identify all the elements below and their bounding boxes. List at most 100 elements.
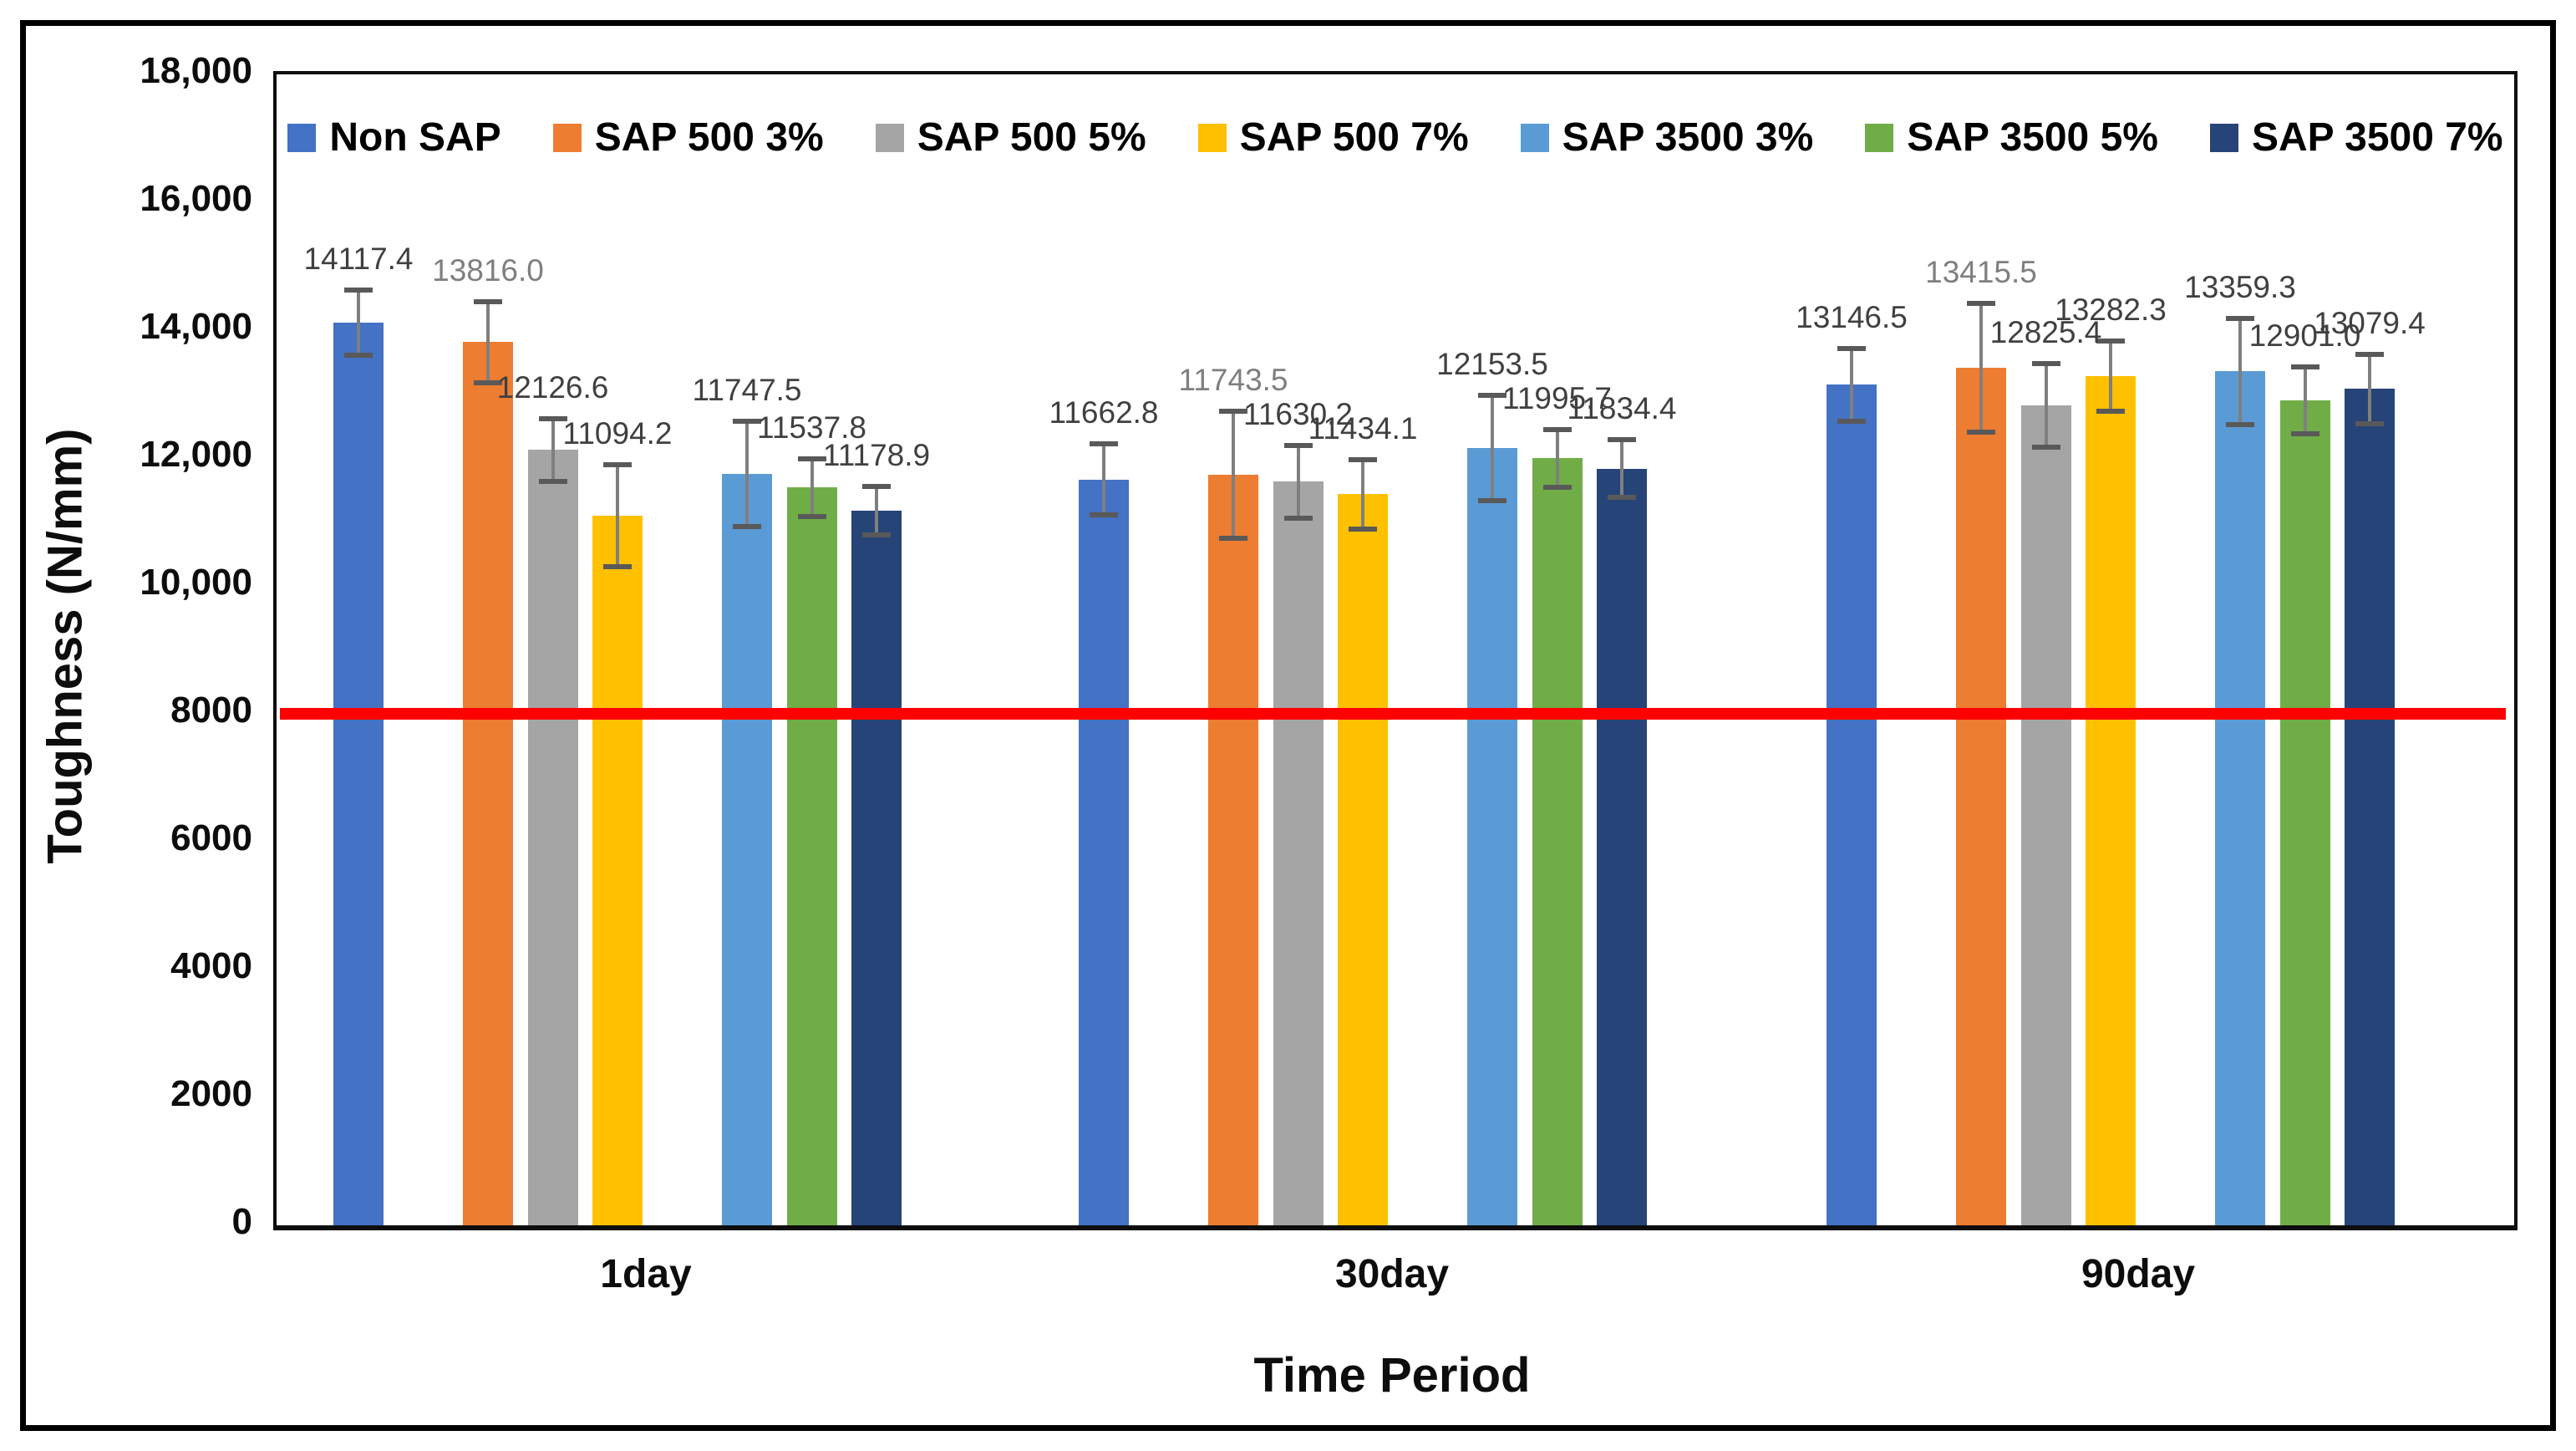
- bar: [1827, 384, 1877, 1225]
- data-label: 13415.5: [1925, 254, 2037, 289]
- data-label: 13079.4: [2314, 306, 2426, 341]
- bar: [1467, 448, 1517, 1225]
- error-bar-cap: [1967, 429, 1995, 435]
- error-bar-cap: [1219, 408, 1247, 414]
- bar: [1597, 468, 1647, 1225]
- bar: [2345, 389, 2395, 1225]
- legend-item: SAP 3500 3%: [1520, 115, 1814, 160]
- legend-label: SAP 3500 7%: [2251, 115, 2503, 160]
- error-bar: [551, 418, 555, 482]
- error-bar: [2109, 341, 2112, 411]
- y-tick-label: 6000: [170, 817, 252, 858]
- error-bar: [616, 465, 619, 568]
- y-tick-label: 12,000: [140, 434, 252, 475]
- data-label: 11537.8: [757, 410, 866, 445]
- data-label: 14117.4: [303, 241, 414, 276]
- legend-swatch-icon: [875, 123, 904, 152]
- data-label: 13816.0: [432, 252, 544, 288]
- x-category-label: 90day: [2081, 1252, 2196, 1296]
- data-label: 11434.1: [1308, 410, 1418, 445]
- data-label: 12153.5: [1436, 347, 1548, 382]
- error-bar-cap: [344, 353, 373, 359]
- data-label: 11662.8: [1049, 395, 1159, 430]
- data-label: 13282.3: [2055, 293, 2167, 328]
- error-bar-cap: [1542, 485, 1572, 491]
- error-bar-cap: [1837, 346, 1866, 352]
- error-bar-cap: [797, 456, 826, 461]
- bar: [1532, 458, 1583, 1225]
- legend-label: Non SAP: [329, 115, 501, 160]
- error-bar: [1555, 429, 1559, 488]
- error-bar: [357, 289, 360, 356]
- error-bar-cap: [344, 287, 373, 293]
- error-bar-cap: [474, 298, 502, 304]
- error-bar: [2238, 318, 2242, 425]
- legend-item: SAP 500 3%: [552, 115, 824, 160]
- data-label: 13359.3: [2184, 269, 2296, 304]
- legend-label: SAP 500 7%: [1239, 115, 1469, 160]
- error-bar-cap: [862, 483, 891, 489]
- error-bar: [810, 458, 814, 517]
- legend-swatch-icon: [1197, 123, 1227, 152]
- y-tick-label: 10,000: [140, 562, 252, 603]
- error-bar: [1620, 439, 1623, 498]
- error-bar-cap: [2290, 430, 2319, 436]
- legend-label: SAP 500 5%: [917, 115, 1146, 160]
- error-bar-cap: [538, 415, 567, 421]
- error-bar: [1296, 445, 1300, 518]
- data-label: 11630.2: [1243, 396, 1353, 431]
- data-label: 12825.4: [1989, 314, 2102, 349]
- y-tick-label: 16,000: [140, 178, 252, 219]
- error-bar-cap: [1283, 442, 1313, 448]
- bar: [2086, 375, 2136, 1225]
- error-bar: [1491, 395, 1494, 501]
- error-bar: [1232, 410, 1235, 538]
- error-bar: [2303, 367, 2307, 434]
- bar: [333, 323, 384, 1225]
- y-tick-label: 18,000: [140, 50, 252, 91]
- y-tick-label: 14,000: [140, 306, 252, 347]
- bar: [592, 516, 643, 1225]
- error-bar-cap: [2290, 364, 2319, 370]
- y-axis-title: Toughness (N/mm): [38, 428, 93, 864]
- bar: [463, 342, 513, 1225]
- error-bar-cap: [1349, 526, 1377, 532]
- legend-item: SAP 3500 7%: [2209, 115, 2503, 160]
- error-bar: [745, 421, 749, 527]
- y-tick-label: 8000: [170, 690, 252, 731]
- data-label: 11094.2: [562, 416, 673, 451]
- bar: [527, 450, 578, 1225]
- legend-item: SAP 500 7%: [1197, 115, 1469, 160]
- legend-item: Non SAP: [287, 115, 501, 160]
- error-bar: [1850, 349, 1853, 421]
- error-bar: [486, 301, 490, 383]
- error-bar-cap: [2031, 444, 2060, 450]
- error-bar-cap: [733, 524, 761, 530]
- legend: Non SAP SAP 500 3% SAP 500 5% SAP 500 7% SAP…: [277, 115, 2514, 160]
- data-label: 11834.4: [1567, 390, 1677, 425]
- data-label: 12126.6: [496, 369, 609, 405]
- legend-item: SAP 500 5%: [875, 115, 1146, 160]
- error-bar: [875, 486, 878, 535]
- error-bar-cap: [1478, 498, 1506, 504]
- error-bar-cap: [2226, 315, 2254, 321]
- bar: [786, 487, 837, 1225]
- bar: [1208, 474, 1258, 1225]
- data-label: 11178.9: [822, 437, 931, 472]
- y-tick-label: 2000: [170, 1073, 252, 1114]
- error-bar-cap: [2226, 421, 2254, 427]
- bar: [1338, 494, 1388, 1225]
- error-bar-cap: [1219, 535, 1247, 541]
- legend-label: SAP 3500 3%: [1562, 115, 1814, 160]
- error-bar-cap: [1349, 456, 1377, 462]
- error-bar-cap: [1478, 393, 1506, 399]
- x-axis-title: Time Period: [1253, 1348, 1531, 1403]
- error-bar: [2044, 363, 2048, 447]
- bar: [722, 474, 772, 1225]
- x-category-label: 30day: [1334, 1252, 1450, 1296]
- data-label: 11743.5: [1178, 362, 1288, 397]
- error-bar-cap: [603, 564, 632, 570]
- legend-item: SAP 3500 5%: [1865, 115, 2158, 160]
- error-bar-cap: [1283, 515, 1313, 521]
